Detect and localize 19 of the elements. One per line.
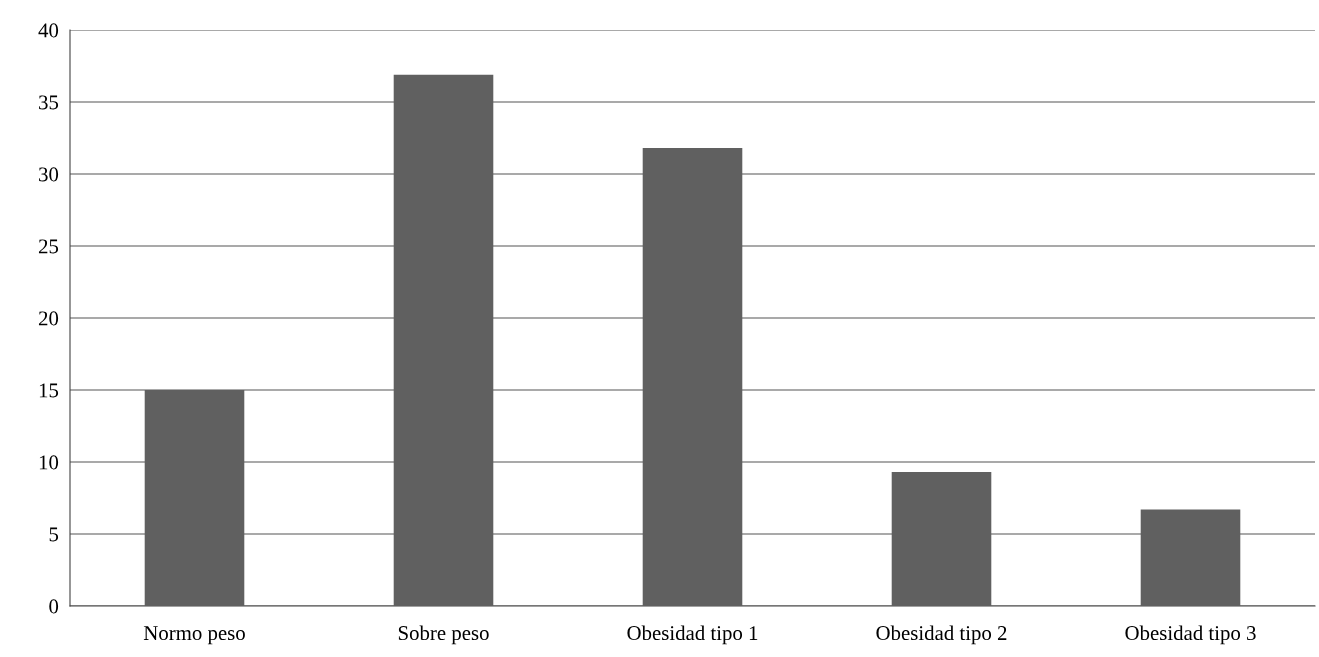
y-tick-label: 5: [49, 527, 59, 542]
y-tick-label: 25: [38, 239, 59, 254]
x-tick-label: Obesidad tipo 1: [627, 625, 758, 645]
bar: [891, 472, 992, 606]
x-tick-label: Sobre peso: [398, 625, 489, 645]
y-tick-label: 30: [39, 167, 59, 182]
y-tick-label: 10: [39, 455, 59, 470]
y-tick-label: 15: [39, 383, 59, 398]
y-tick-label: 40: [38, 23, 59, 38]
bar: [1140, 509, 1241, 606]
x-tick-label: Obesidad tipo 2: [876, 625, 1007, 645]
y-tick-label: 35: [39, 95, 59, 110]
y-tick-label: 0: [49, 599, 59, 614]
x-tick-label: Normo peso: [143, 626, 245, 645]
x-tick-label: Obesidad tipo 3: [1125, 625, 1256, 645]
y-tick-label: 20: [38, 311, 59, 326]
bar: [393, 74, 494, 606]
bar: [642, 148, 743, 606]
bar: [144, 390, 245, 606]
